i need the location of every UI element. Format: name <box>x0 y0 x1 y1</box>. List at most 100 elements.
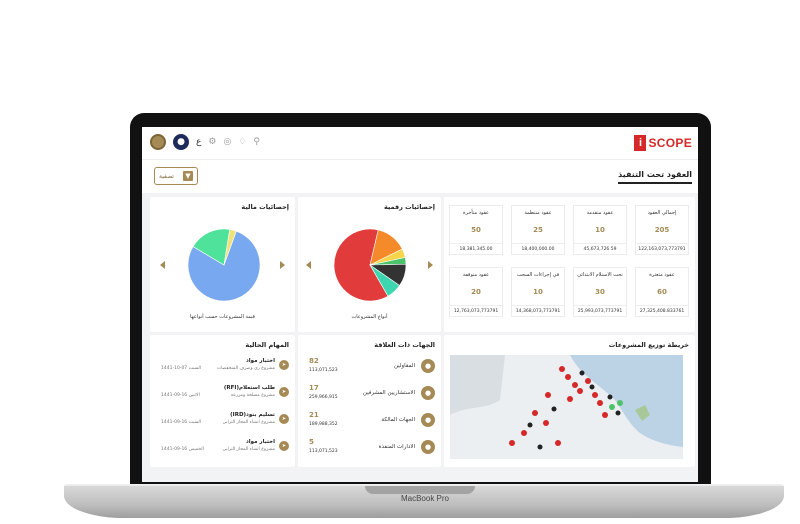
financial-pie-chart <box>187 228 261 302</box>
financial-stats-title: إحصائيات مالية <box>241 203 289 211</box>
stakeholder-count: 21 <box>309 411 319 419</box>
stakeholder-row[interactable]: ● الاستشاريين المشرفين 17 259,966,915 <box>305 384 435 406</box>
stakeholder-count: 82 <box>309 357 319 365</box>
financial-stats-panel: إحصائيات مالية قيمة المشروعات حسب أنواعه… <box>150 197 295 332</box>
stat-card[interactable]: عقود متأخرة 50 18,381,345.00 <box>449 205 503 255</box>
task-subtitle: مشروع انشاء المجاز الترابي <box>222 420 275 425</box>
stakeholder-amount: 113,071,523 <box>309 449 338 454</box>
map-panel: خريطة توزيع المشروعات <box>444 335 695 467</box>
task-row[interactable]: ➤ (RFI)طلب استعلام مشروع مسلخة ومزرعة ال… <box>161 384 289 406</box>
stakeholder-count: 17 <box>309 384 319 392</box>
stat-value: 50 <box>471 226 481 234</box>
consultant-icon: ● <box>421 386 435 400</box>
stat-amount: 12,763,073,773791 <box>450 305 502 314</box>
task-date: السبت 16-09-1441 <box>161 420 202 425</box>
stakeholder-amount: 189,988,352 <box>309 422 338 427</box>
stakeholder-row[interactable]: ● الجهات المالكة 21 189,988,352 <box>305 411 435 433</box>
stakeholder-label: المقاولين <box>393 363 415 369</box>
stat-amount: 122,163,073,773791 <box>636 243 688 252</box>
department-icon: ● <box>421 440 435 454</box>
stat-amount: 25,993,073,773791 <box>574 305 626 314</box>
owner-icon: ● <box>421 413 435 427</box>
stat-label: عقود متوقفة <box>462 272 490 278</box>
numeric-pie-chart <box>333 228 407 302</box>
stat-card[interactable]: في إجراءات السحب 10 14,368,073,773791 <box>511 267 565 317</box>
stat-card[interactable]: عقود متقدمة 10 45,673,726.59 <box>573 205 627 255</box>
stat-value: 10 <box>533 288 543 296</box>
projects-map[interactable] <box>450 355 683 459</box>
map-graphic <box>450 355 683 459</box>
stat-label: عقود متأخرة <box>462 210 490 216</box>
numeric-chart-caption: أنواع المشروعات <box>351 314 388 320</box>
financial-chart-caption: قيمة المشروعات حسب أنواعها <box>190 314 255 320</box>
stakeholder-label: الجهات المالكة <box>381 417 415 423</box>
stakeholder-row[interactable]: ● الادارات المنفذة 5 113,071,523 <box>305 438 435 460</box>
stat-value: 25 <box>533 226 543 234</box>
stat-amount: 18,381,345.00 <box>450 243 502 252</box>
numeric-stats-panel: إحصائيات رقمية أنواع المشروعات <box>298 197 441 332</box>
stat-card[interactable]: إجمالي العقود 205 122,163,073,773791 <box>635 205 689 255</box>
task-subtitle: مشروع ري وصرف المنخفضات <box>216 366 275 371</box>
tasks-panel: المهام الحالية ➤ اختبار مواد مشروع ري وص… <box>150 335 295 467</box>
numeric-prev-arrow[interactable] <box>306 261 311 269</box>
stat-value: 10 <box>595 226 605 234</box>
task-date: الخميس 16-09-1441 <box>161 447 204 452</box>
pie-slice <box>192 228 231 266</box>
stakeholder-amount: 259,966,915 <box>309 395 338 400</box>
stat-value: 20 <box>471 288 481 296</box>
stat-amount: 18,400,000.00 <box>512 243 564 252</box>
coin-icon[interactable] <box>150 134 166 150</box>
task-title: اختبار مواد <box>245 358 275 364</box>
map-title: خريطة توزيع المشروعات <box>608 341 689 349</box>
laptop-brand: MacBook Pro <box>400 494 450 503</box>
task-arrow-icon: ➤ <box>279 441 289 451</box>
pie-slice <box>223 229 237 266</box>
settings-icon[interactable]: ⚙ <box>208 137 217 147</box>
globe-icon[interactable]: ◎ <box>223 137 232 147</box>
stat-amount: 45,673,726.59 <box>574 243 626 252</box>
task-row[interactable]: ➤ (IRD)تسليم بنود مشروع انشاء المجاز الت… <box>161 411 289 433</box>
stat-label: في إجراءات السحب <box>516 272 560 278</box>
laptop-notch <box>365 486 475 494</box>
logo-mark: i <box>634 135 647 151</box>
financial-prev-arrow[interactable] <box>160 261 165 269</box>
tasks-title: المهام الحالية <box>245 341 289 349</box>
stat-card[interactable]: عقود منتظمة 25 18,400,000.00 <box>511 205 565 255</box>
stat-card[interactable]: تحت الاستلام الابتدائي 30 25,993,073,77379… <box>573 267 627 317</box>
stat-amount: 27,325,408.833761 <box>636 305 688 314</box>
task-subtitle: مشروع انشاء المجاز الترابي <box>222 447 275 452</box>
task-arrow-icon: ➤ <box>279 387 289 397</box>
numeric-stats-title: إحصائيات رقمية <box>383 203 435 211</box>
bell-icon[interactable]: ♢ <box>238 137 247 147</box>
stakeholders-title: الجهات ذات العلاقة <box>374 341 435 349</box>
contracts-panel: إجمالي العقود 205 122,163,073,773791 عقود م… <box>444 197 695 332</box>
stat-value: 205 <box>654 226 670 234</box>
sub-bar: العقود تحت التنفيذ تصفية ▼ <box>142 159 698 193</box>
language-toggle[interactable]: ع <box>196 137 202 147</box>
screen: ● ع ⚙ ◎ ♢ ⚲ i SCOPE العقود تحت التنفيذ ت… <box>142 127 698 482</box>
filter-button[interactable]: تصفية ▼ <box>154 167 198 185</box>
stat-card[interactable]: عقود متوقفة 20 12,763,073,773791 <box>449 267 503 317</box>
task-row[interactable]: ➤ اختبار مواد مشروع انشاء المجاز الترابي… <box>161 438 289 460</box>
task-date: الاثنين 16-09-1441 <box>161 393 200 398</box>
task-arrow-icon: ➤ <box>279 414 289 424</box>
search-icon[interactable]: ⚲ <box>253 137 260 147</box>
task-title: (RFI)طلب استعلام <box>223 385 275 391</box>
stakeholders-panel: الجهات ذات العلاقة ● المقاولين 82 113,07… <box>298 335 441 467</box>
numeric-next-arrow[interactable] <box>428 261 433 269</box>
financial-next-arrow[interactable] <box>280 261 285 269</box>
logo: i SCOPE <box>634 135 692 151</box>
stat-card[interactable]: عقود متعثرة 60 27,325,408.833761 <box>635 267 689 317</box>
stat-label: إجمالي العقود <box>647 210 677 216</box>
stakeholder-row[interactable]: ● المقاولين 82 113,071,523 <box>305 357 435 379</box>
filter-label: تصفية <box>159 172 174 180</box>
stakeholder-count: 5 <box>309 438 314 446</box>
task-row[interactable]: ➤ اختبار مواد مشروع ري وصرف المنخفضات ال… <box>161 357 289 379</box>
pie-slice <box>187 230 261 302</box>
stakeholder-label: الاستشاريين المشرفين <box>362 390 415 396</box>
stat-label: تحت الاستلام الابتدائي <box>577 272 623 278</box>
stat-value: 60 <box>657 288 667 296</box>
funnel-icon: ▼ <box>183 171 193 181</box>
user-avatar-icon[interactable]: ● <box>173 134 189 150</box>
